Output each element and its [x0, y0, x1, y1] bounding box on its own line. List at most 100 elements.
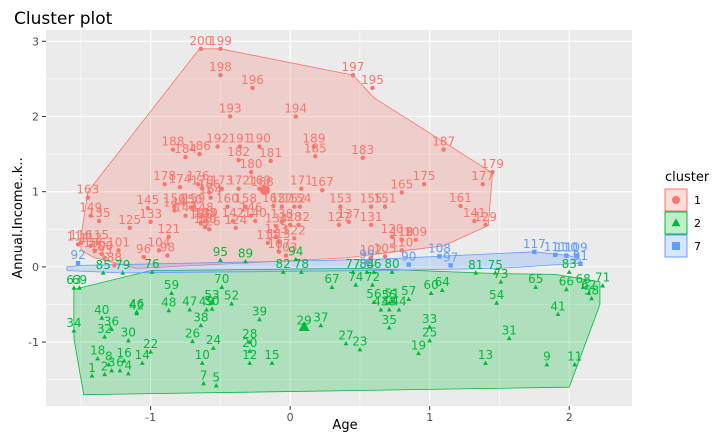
point-marker [406, 296, 412, 301]
point-label: 10 [195, 348, 210, 362]
point-marker [125, 371, 131, 376]
point-marker [233, 225, 238, 230]
point-marker [480, 181, 485, 187]
point-marker [218, 46, 223, 51]
point-marker [204, 307, 209, 312]
point-label: 91 [573, 249, 588, 263]
point-label: 13 [478, 348, 493, 362]
point-label: 23 [352, 335, 367, 349]
point-label: 180 [240, 157, 263, 171]
point-marker [96, 218, 102, 224]
point-label: 105 [374, 241, 397, 255]
point-marker [279, 219, 284, 224]
point-label: 125 [118, 213, 141, 227]
point-label: 22 [143, 337, 158, 351]
point-marker [292, 204, 297, 209]
point-label: 147 [174, 201, 197, 215]
legend-label: 2 [694, 217, 701, 230]
point-label: 95 [213, 245, 228, 259]
point-label: 6 [116, 356, 124, 370]
point-marker [458, 203, 463, 209]
point-marker [88, 213, 93, 218]
cluster-centroid [298, 321, 310, 332]
point-label: 176 [187, 169, 210, 183]
point-marker [357, 346, 363, 352]
point-marker [209, 300, 215, 305]
point-label: 156 [163, 192, 186, 206]
point-marker [77, 285, 82, 290]
point-label: 124 [224, 213, 247, 227]
point-label: 200 [189, 34, 212, 48]
point-label: 20 [242, 336, 257, 350]
point-label: 117 [523, 237, 546, 251]
chart-title: Cluster plot [14, 9, 113, 29]
point-label: 129 [474, 210, 497, 224]
point-marker [297, 204, 303, 209]
legend-symbol [672, 242, 680, 250]
point-marker [139, 360, 145, 365]
point-label: 18 [90, 344, 105, 358]
point-label: 58 [584, 283, 599, 297]
point-label: 38 [193, 311, 208, 325]
point-label: 139 [195, 206, 218, 220]
point-label: 188 [162, 135, 185, 149]
point-marker [117, 368, 123, 373]
point-label: 107 [268, 237, 291, 251]
point-label: 134 [265, 211, 288, 225]
point-marker [112, 263, 117, 268]
point-label: 104 [148, 235, 171, 249]
point-marker [386, 300, 392, 305]
point-label: 54 [489, 288, 504, 302]
point-marker [247, 360, 253, 365]
point-marker [427, 337, 433, 343]
point-label: 9 [543, 350, 551, 364]
point-label: 81 [468, 258, 483, 272]
point-label: 69 [72, 273, 87, 287]
legend-symbol [671, 218, 681, 227]
point-label: 197 [341, 60, 364, 74]
point-label: 27 [338, 329, 353, 343]
point-marker [75, 242, 81, 247]
point-marker [219, 284, 225, 289]
point-label: 80 [384, 257, 399, 271]
point-label: 189 [302, 132, 325, 146]
point-marker [257, 316, 262, 322]
point-marker [227, 114, 233, 119]
point-label: 165 [390, 177, 413, 191]
point-marker [236, 157, 241, 163]
point-label: 140 [244, 206, 267, 220]
point-marker [243, 258, 248, 264]
y-tick-label: 3 [32, 35, 39, 48]
point-marker [532, 249, 537, 255]
point-label: 94 [288, 244, 303, 258]
point-label: 158 [234, 192, 257, 206]
point-label: 168 [251, 175, 274, 189]
point-label: 149 [79, 201, 102, 215]
grid-lines [46, 30, 632, 406]
point-marker [202, 224, 208, 230]
point-marker [564, 253, 569, 258]
point-label: 51 [384, 286, 399, 300]
point-marker [553, 252, 558, 258]
point-label: 93 [97, 243, 112, 257]
point-marker [600, 283, 606, 288]
point-label: 186 [188, 139, 211, 153]
point-label: 173 [210, 174, 233, 188]
point-marker [364, 269, 370, 274]
y-axis-ticks: -1 0 1 2 3 [28, 35, 46, 349]
point-marker [213, 383, 219, 388]
point-marker [555, 311, 561, 317]
point-marker [368, 204, 374, 209]
point-label: 110 [390, 235, 413, 249]
point-label: 53 [204, 288, 219, 302]
point-label: 194 [284, 101, 307, 115]
point-marker [370, 282, 375, 287]
point-label: 161 [449, 191, 472, 205]
point-marker [127, 225, 132, 230]
point-marker [268, 158, 273, 164]
point-label: 50 [204, 294, 219, 308]
point-marker [329, 284, 335, 289]
point-marker [382, 254, 388, 259]
point-marker [360, 155, 365, 161]
